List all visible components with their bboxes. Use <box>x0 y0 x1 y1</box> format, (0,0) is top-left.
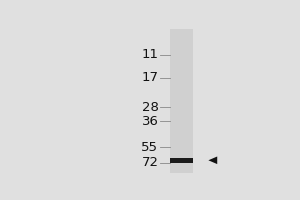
Text: 36: 36 <box>142 115 158 128</box>
Text: 55: 55 <box>141 141 158 154</box>
Text: 17: 17 <box>141 71 158 84</box>
Bar <box>170 158 193 163</box>
Text: 72: 72 <box>141 156 158 169</box>
Text: 11: 11 <box>141 48 158 61</box>
Text: 28: 28 <box>142 101 158 114</box>
Polygon shape <box>208 156 217 164</box>
Bar <box>170 29 193 173</box>
